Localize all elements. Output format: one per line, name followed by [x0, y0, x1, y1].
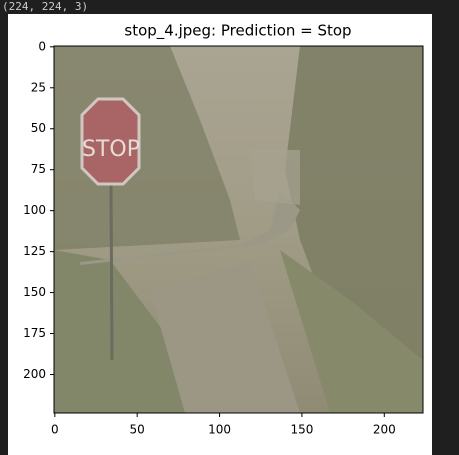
x-tick-label: 200	[373, 423, 396, 437]
y-tick-label: 50	[31, 121, 46, 135]
axes-frame	[53, 45, 424, 414]
output-text: (224, 224, 3)	[2, 0, 89, 13]
x-tick-label: 50	[130, 423, 145, 437]
x-tick-label: 150	[290, 423, 313, 437]
chart-title: stop_4.jpeg: Prediction = Stop	[124, 22, 351, 41]
y-tick-label: 100	[23, 203, 46, 217]
sign-text: STOP	[82, 137, 140, 162]
y-tick-label: 150	[23, 285, 46, 299]
y-tick-label: 200	[23, 367, 46, 381]
y-tick-label: 0	[38, 39, 46, 53]
x-tick-label: 100	[208, 423, 231, 437]
x-tick-label: 0	[51, 423, 59, 437]
image: STOP	[54, 46, 423, 413]
y-tick-label: 175	[23, 326, 46, 340]
y-tick-label: 75	[31, 162, 46, 176]
y-tick-label: 125	[23, 244, 46, 258]
y-tick-label: 25	[31, 80, 46, 94]
